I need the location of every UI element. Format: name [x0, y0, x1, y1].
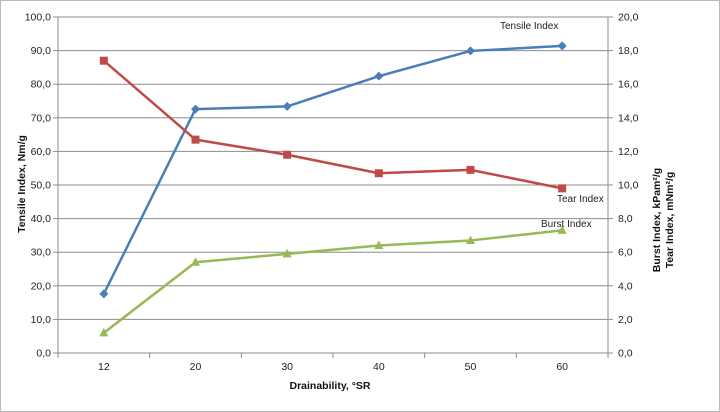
series-group	[99, 41, 567, 337]
left-axis-tick-label: 20,0	[31, 280, 52, 292]
burst-index-point	[557, 225, 567, 234]
left-axis-tick-label: 0,0	[36, 348, 51, 360]
tensile-index-point	[374, 71, 384, 81]
burst-index-point	[466, 235, 475, 244]
right-axis-tick-label: 20,0	[618, 12, 639, 24]
right-axis-tick-label: 16,0	[618, 79, 639, 91]
burst-index-point	[282, 248, 292, 258]
left-axis-tick-label: 30,0	[31, 247, 52, 259]
axes	[53, 16, 613, 358]
x-axis-tick-label: 60	[556, 361, 568, 373]
burst-index-line	[103, 229, 563, 334]
tensile-index-point	[557, 41, 567, 51]
tensile-index-point	[99, 289, 109, 299]
tear-index-point	[466, 165, 475, 174]
tear-index-point	[374, 169, 383, 178]
tear-index-label: Tear Index	[557, 194, 604, 205]
left-axis-tick-label: 100,0	[25, 12, 51, 24]
x-axis-tick-label: 20	[190, 361, 202, 373]
right-axis-tick-label: 6,0	[618, 247, 633, 259]
right-axis-title-burst: Burst Index, kPam²/g	[651, 168, 663, 272]
tensile-index-line	[102, 44, 563, 295]
right-axis-tick-label: 2,0	[618, 314, 633, 326]
left-axis-tick-label: 70,0	[31, 112, 52, 124]
right-axis-title-tear: Tear Index, mNm²/g	[664, 172, 676, 269]
left-axis-tick-label: 90,0	[31, 45, 52, 57]
left-axis-tick-labels: 0,0 10,0 20,0 30,0 40,0 50,0 60,0 70,0 80,0 90,0 1…	[25, 12, 51, 360]
series-labels: Tensile Index Tear Index Burst Index	[500, 21, 604, 230]
right-axis-tick-label: 14,0	[618, 112, 639, 124]
left-axis-title: Tensile Index, Nm/g	[16, 135, 28, 233]
tensile-index-point	[282, 101, 292, 111]
left-axis-tick-label: 40,0	[31, 213, 52, 225]
burst-index-point	[191, 257, 200, 266]
burst-index-point	[99, 327, 109, 337]
x-axis-tick-label: 30	[281, 361, 293, 373]
x-axis-tick-label: 50	[465, 361, 477, 373]
burst-index-point	[374, 240, 384, 249]
gridlines	[58, 16, 608, 320]
burst-index-label: Burst Index	[541, 219, 592, 230]
x-axis-tick-label: 40	[373, 361, 385, 373]
x-axis-title: Drainability, °SR	[289, 380, 370, 392]
right-axis-tick-label: 0,0	[618, 348, 633, 360]
left-axis-tick-label: 50,0	[31, 180, 52, 192]
tear-index-point	[558, 184, 567, 193]
tensile-index-point	[466, 46, 475, 56]
right-axis-tick-label: 8,0	[618, 213, 633, 225]
right-axis-tick-label: 10,0	[618, 180, 639, 192]
x-axis-tick-labels: 12 20 30 40 50 60	[98, 361, 568, 373]
tear-index-point	[99, 56, 108, 65]
right-axis-tick-label: 12,0	[618, 146, 639, 158]
tensile-index-label: Tensile Index	[500, 21, 558, 32]
tear-index-point	[191, 135, 200, 144]
left-axis-tick-label: 60,0	[31, 146, 52, 158]
left-axis-tick-label: 80,0	[31, 79, 52, 91]
left-axis-tick-label: 10,0	[31, 314, 52, 326]
x-axis-tick-label: 12	[98, 361, 110, 373]
right-axis-tick-label: 18,0	[618, 45, 639, 57]
tear-index-line	[103, 59, 563, 190]
tear-index-point	[283, 150, 292, 159]
right-axis-tick-label: 4,0	[618, 280, 633, 292]
right-axis-tick-labels: 0,0 2,0 4,0 6,0 8,0 10,0 12,0 14,0 16,0 18,0 20,0	[618, 12, 639, 360]
tensile-index-point	[191, 104, 200, 114]
